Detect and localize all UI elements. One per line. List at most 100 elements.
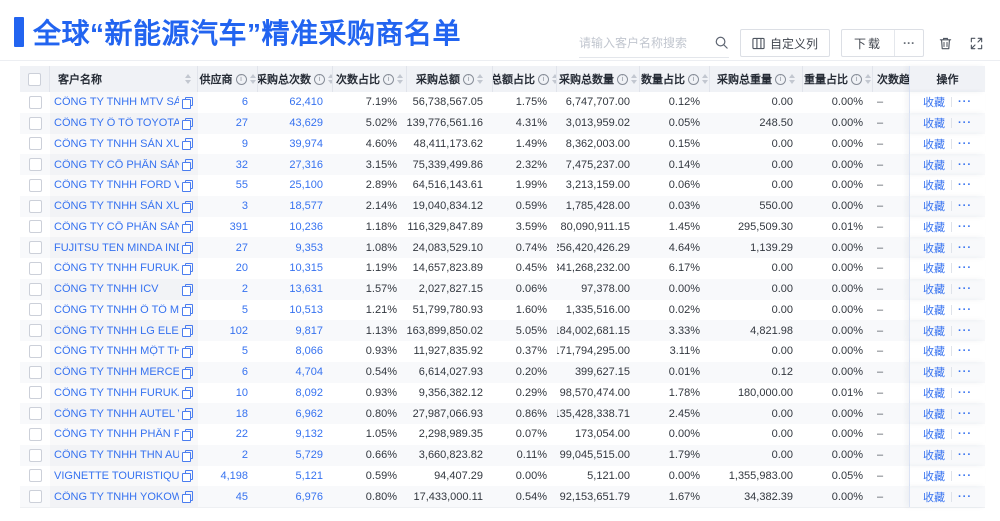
row-checkbox[interactable] [28, 490, 42, 504]
row-checkbox[interactable] [28, 386, 42, 400]
column-header-qty[interactable]: 采购总数量 [557, 66, 640, 92]
customize-columns-button[interactable]: 自定义列 [739, 29, 830, 57]
fullscreen-icon[interactable] [966, 33, 986, 53]
favorite-button[interactable]: 收藏 [923, 408, 945, 421]
customer-name-link[interactable]: CÔNG TY TNHH FORD VIỆT NAM [54, 179, 179, 192]
customer-name-link[interactable]: CÔNG TY TNHH FURUKAWA A... [54, 386, 179, 399]
row-checkbox[interactable] [28, 282, 42, 296]
sort-icon[interactable] [249, 74, 256, 84]
info-icon[interactable] [538, 73, 549, 85]
column-header-wtp[interactable]: 重量占比 [803, 66, 873, 92]
row-checkbox[interactable] [28, 407, 42, 421]
more-actions-button[interactable]: ··· [958, 324, 972, 337]
copy-icon[interactable] [182, 345, 193, 358]
more-actions-button[interactable]: ··· [958, 96, 972, 109]
customer-name-link[interactable]: CÔNG TY TNHH PHÂN PHỐI T... [54, 428, 179, 441]
column-header-act[interactable]: 操作 [909, 66, 985, 92]
info-icon[interactable] [688, 73, 699, 85]
search-icon[interactable] [714, 35, 729, 50]
favorite-button[interactable]: 收藏 [923, 118, 945, 131]
row-checkbox[interactable] [28, 116, 42, 130]
customer-name-link[interactable]: CÔNG TY TNHH AUTEL VIỆT N... [54, 407, 179, 420]
info-icon[interactable] [463, 73, 474, 85]
info-icon[interactable] [617, 73, 628, 85]
row-checkbox[interactable] [28, 469, 42, 483]
copy-icon[interactable] [182, 491, 193, 504]
more-actions-button[interactable]: ··· [958, 283, 972, 296]
row-checkbox[interactable] [28, 365, 42, 379]
column-header-name[interactable]: 客户名称 [50, 66, 198, 92]
row-checkbox[interactable] [28, 303, 42, 317]
sort-icon[interactable] [397, 74, 403, 84]
copy-icon[interactable] [182, 283, 193, 296]
row-checkbox[interactable] [28, 137, 42, 151]
customer-name-link[interactable]: CÔNG TY TNHH FURUKAWA A... [54, 262, 179, 275]
favorite-button[interactable]: 收藏 [923, 263, 945, 276]
more-actions-button[interactable]: ··· [958, 490, 972, 503]
row-checkbox[interactable] [28, 220, 42, 234]
customer-name-link[interactable]: CÔNG TY Ô TÔ TOYOTA VIỆT ... [54, 117, 179, 130]
column-header-cnt[interactable]: 采购总次数 [258, 66, 333, 92]
copy-icon[interactable] [182, 117, 193, 130]
more-actions-button[interactable]: ··· [958, 449, 972, 462]
more-actions-button[interactable]: ··· [958, 407, 972, 420]
row-checkbox[interactable] [28, 178, 42, 192]
favorite-button[interactable]: 收藏 [923, 180, 945, 193]
info-icon[interactable] [775, 73, 786, 85]
info-icon[interactable] [314, 73, 325, 85]
sort-icon[interactable] [477, 74, 483, 84]
download-button[interactable]: 下载 [853, 36, 882, 51]
favorite-button[interactable]: 收藏 [923, 367, 945, 380]
more-actions-button[interactable]: ··· [958, 137, 972, 150]
favorite-button[interactable]: 收藏 [923, 221, 945, 234]
copy-icon[interactable] [182, 408, 193, 421]
favorite-button[interactable]: 收藏 [923, 429, 945, 442]
customer-name-link[interactable]: CÔNG TY TNHH LG ELECTRON... [54, 324, 179, 337]
copy-icon[interactable] [182, 387, 193, 400]
column-header-trend[interactable]: 次数趋势 [873, 66, 909, 92]
sort-icon[interactable] [865, 74, 871, 84]
copy-icon[interactable] [182, 366, 193, 379]
customer-name-link[interactable]: CÔNG TY TNHH SẢN XUẤT VÀ ... [54, 200, 179, 213]
copy-icon[interactable] [182, 221, 193, 234]
more-actions-button[interactable]: ··· [958, 179, 972, 192]
sort-icon[interactable] [185, 74, 191, 84]
customer-name-link[interactable]: CÔNG TY TNHH ICV [54, 283, 159, 296]
customer-name-link[interactable]: CÔNG TY TNHH MỘT THÀNH V... [54, 345, 179, 358]
copy-icon[interactable] [182, 428, 193, 441]
column-header-amt[interactable]: 采购总额 [407, 66, 493, 92]
copy-icon[interactable] [182, 325, 193, 338]
favorite-button[interactable]: 收藏 [923, 304, 945, 317]
row-checkbox[interactable] [28, 427, 42, 441]
column-header-cntp[interactable]: 次数占比 [333, 66, 407, 92]
info-icon[interactable] [235, 73, 247, 85]
row-checkbox[interactable] [28, 324, 42, 338]
copy-icon[interactable] [182, 262, 193, 275]
more-actions-button[interactable]: ··· [958, 241, 972, 254]
customer-name-link[interactable]: CÔNG TY CỔ PHẦN SẢN XUẤT... [54, 220, 179, 233]
customer-name-link[interactable]: CÔNG TY CỔ PHẦN SẢN XUẤT... [54, 158, 179, 171]
sort-icon[interactable] [789, 74, 795, 84]
info-icon[interactable] [851, 73, 862, 85]
customer-name-link[interactable]: CÔNG TY TNHH MERCEDES-B... [54, 366, 179, 379]
customer-name-link[interactable]: CÔNG TY TNHH YOKOWO VIỆT... [54, 490, 179, 503]
more-actions-button[interactable]: ··· [958, 200, 972, 213]
row-checkbox[interactable] [28, 241, 42, 255]
customer-name-link[interactable]: VIGNETTE TOURISTIQUE G UNI... [54, 469, 179, 482]
favorite-button[interactable]: 收藏 [923, 346, 945, 359]
favorite-button[interactable]: 收藏 [923, 201, 945, 214]
more-actions-button[interactable]: ··· [958, 262, 972, 275]
favorite-button[interactable]: 收藏 [923, 450, 945, 463]
copy-icon[interactable] [182, 304, 193, 317]
more-actions-button[interactable]: ··· [958, 428, 972, 441]
more-actions-button[interactable]: ··· [958, 303, 972, 316]
favorite-button[interactable]: 收藏 [923, 491, 945, 504]
download-more-button[interactable]: ··· [894, 30, 923, 56]
row-checkbox[interactable] [28, 158, 42, 172]
copy-icon[interactable] [182, 200, 193, 213]
copy-icon[interactable] [182, 470, 193, 483]
sort-icon[interactable] [702, 74, 708, 84]
select-all-checkbox[interactable] [28, 72, 41, 86]
sort-icon[interactable] [328, 74, 332, 84]
favorite-button[interactable]: 收藏 [923, 159, 945, 172]
